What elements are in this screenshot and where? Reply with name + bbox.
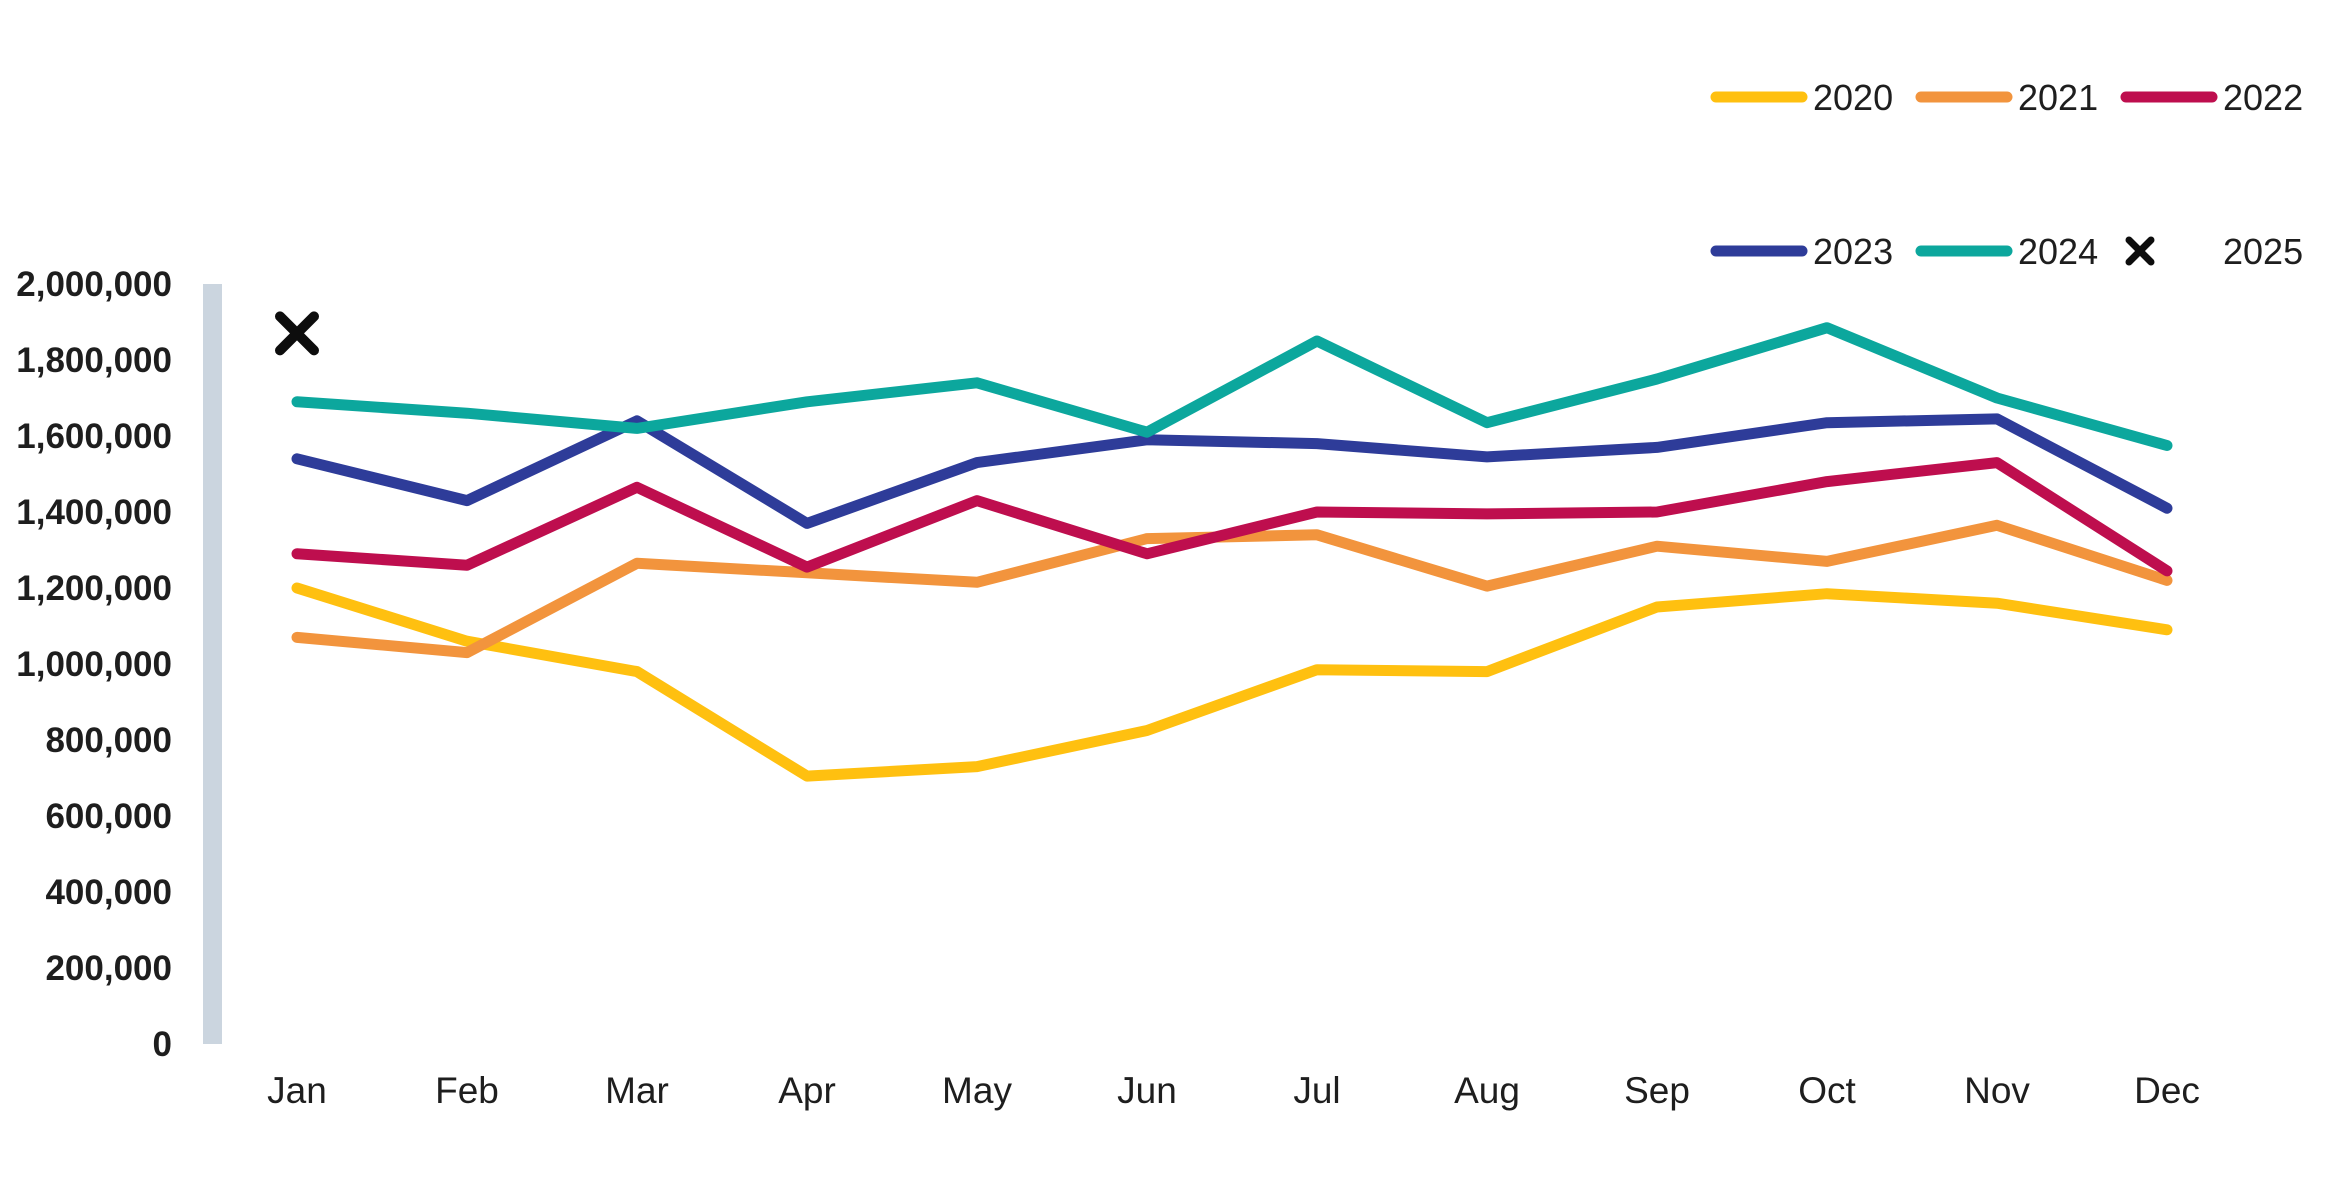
- y-tick-label: 1,000,000: [16, 645, 172, 684]
- legend-label-2024: 2024: [2018, 231, 2098, 272]
- y-axis-bar: [203, 284, 222, 1044]
- y-tick-label: 200,000: [45, 949, 172, 988]
- x-tick-label: Jun: [1117, 1070, 1177, 1111]
- y-tick-label: 1,200,000: [16, 569, 172, 608]
- y-tick-label: 800,000: [45, 721, 172, 760]
- y-tick-label: 1,400,000: [16, 493, 172, 532]
- series-line-2020: [291, 582, 2173, 782]
- series-line-2024: [291, 322, 2173, 451]
- y-tick-label: 1,800,000: [16, 341, 172, 380]
- x-tick-label: Feb: [435, 1070, 499, 1111]
- legend-item-2023[interactable]: 2023: [1710, 231, 1893, 272]
- legend-x-marker: [2125, 236, 2155, 266]
- legend-label-2020: 2020: [1813, 77, 1893, 118]
- x-tick-label: May: [942, 1070, 1012, 1111]
- legend-label-2025: 2025: [2223, 231, 2303, 272]
- x-tick-label: Jan: [267, 1070, 327, 1111]
- y-tick-label: 0: [153, 1025, 172, 1064]
- legend-item-2020[interactable]: 2020: [1710, 77, 1893, 118]
- x-tick-label: Jul: [1293, 1070, 1340, 1111]
- y-tick-label: 400,000: [45, 873, 172, 912]
- series-line-2023: [291, 413, 2173, 529]
- x-tick-label: Dec: [2134, 1070, 2200, 1111]
- legend-label-2023: 2023: [1813, 231, 1893, 272]
- x-tick-label: Aug: [1454, 1070, 1520, 1111]
- series-line-2022: [291, 457, 2173, 577]
- x-tick-label: Oct: [1798, 1070, 1856, 1111]
- legend-item-2022[interactable]: 2022: [2120, 77, 2303, 118]
- y-tick-label: 600,000: [45, 797, 172, 836]
- x-tick-label: Apr: [778, 1070, 836, 1111]
- legend-item-2021[interactable]: 2021: [1915, 77, 2098, 118]
- series-point-2025: [275, 311, 319, 356]
- legend-item-2025[interactable]: 2025: [2125, 231, 2303, 272]
- x-tick-label: Mar: [605, 1070, 669, 1111]
- legend-label-2022: 2022: [2223, 77, 2303, 118]
- legend-item-2024[interactable]: 2024: [1915, 231, 2098, 272]
- x-tick-label: Sep: [1624, 1070, 1690, 1111]
- series-line-2021: [291, 519, 2173, 659]
- x-marker-stroke: [275, 311, 319, 356]
- x-tick-label: Nov: [1964, 1070, 2030, 1111]
- y-tick-label: 2,000,000: [16, 265, 172, 304]
- legend-label-2021: 2021: [2018, 77, 2098, 118]
- y-tick-label: 1,600,000: [16, 417, 172, 456]
- x-marker-stroke: [2125, 236, 2155, 266]
